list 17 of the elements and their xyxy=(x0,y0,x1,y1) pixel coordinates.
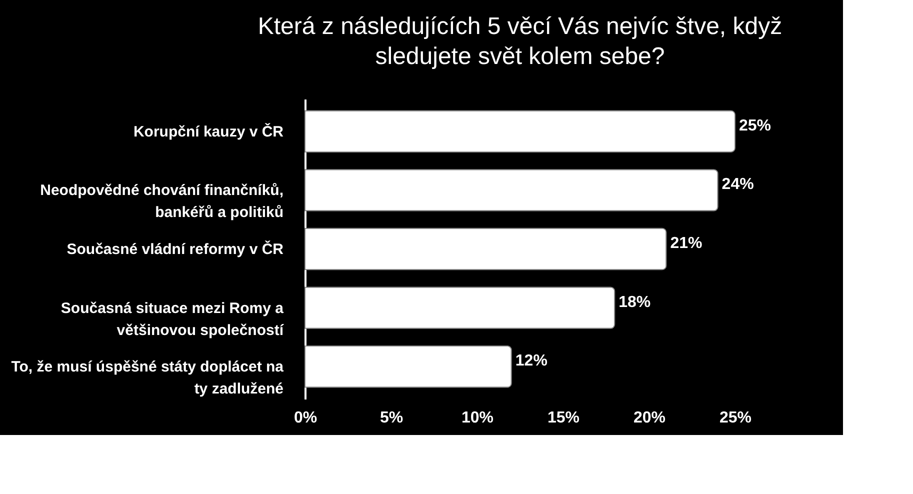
data-label: 18% xyxy=(618,294,651,311)
data-label: 24% xyxy=(722,176,754,194)
x-tick-label: 5% xyxy=(380,410,404,426)
x-tick-label: 0% xyxy=(294,410,318,426)
y-tick-label: To, že musí úspěšné státy doplácet na ty zadlužené xyxy=(11,358,284,398)
x-tick-label: 20% xyxy=(633,410,666,426)
y-tick-label: Současné vládní reformy v ČR xyxy=(66,240,284,258)
chart-title: Která z následujících 5 věcí Vás nejvíc štve, když sledujete svět kolem sebe? xyxy=(258,13,782,70)
y-tick-label: Korupční kauzy v ČR xyxy=(133,122,284,140)
x-tick-label: 25% xyxy=(719,410,752,426)
data-label: 25% xyxy=(739,117,772,134)
data-label: 21% xyxy=(670,235,702,252)
data-label: 12% xyxy=(515,352,548,370)
y-tick-label: Neodpovědné chování finančníků, bankéřů a politiků xyxy=(40,182,284,222)
x-tick-label: 10% xyxy=(461,410,494,426)
x-tick-label: 15% xyxy=(547,410,580,426)
y-tick-label: Současná situace mezi Romy a většinovou společností xyxy=(60,300,284,339)
